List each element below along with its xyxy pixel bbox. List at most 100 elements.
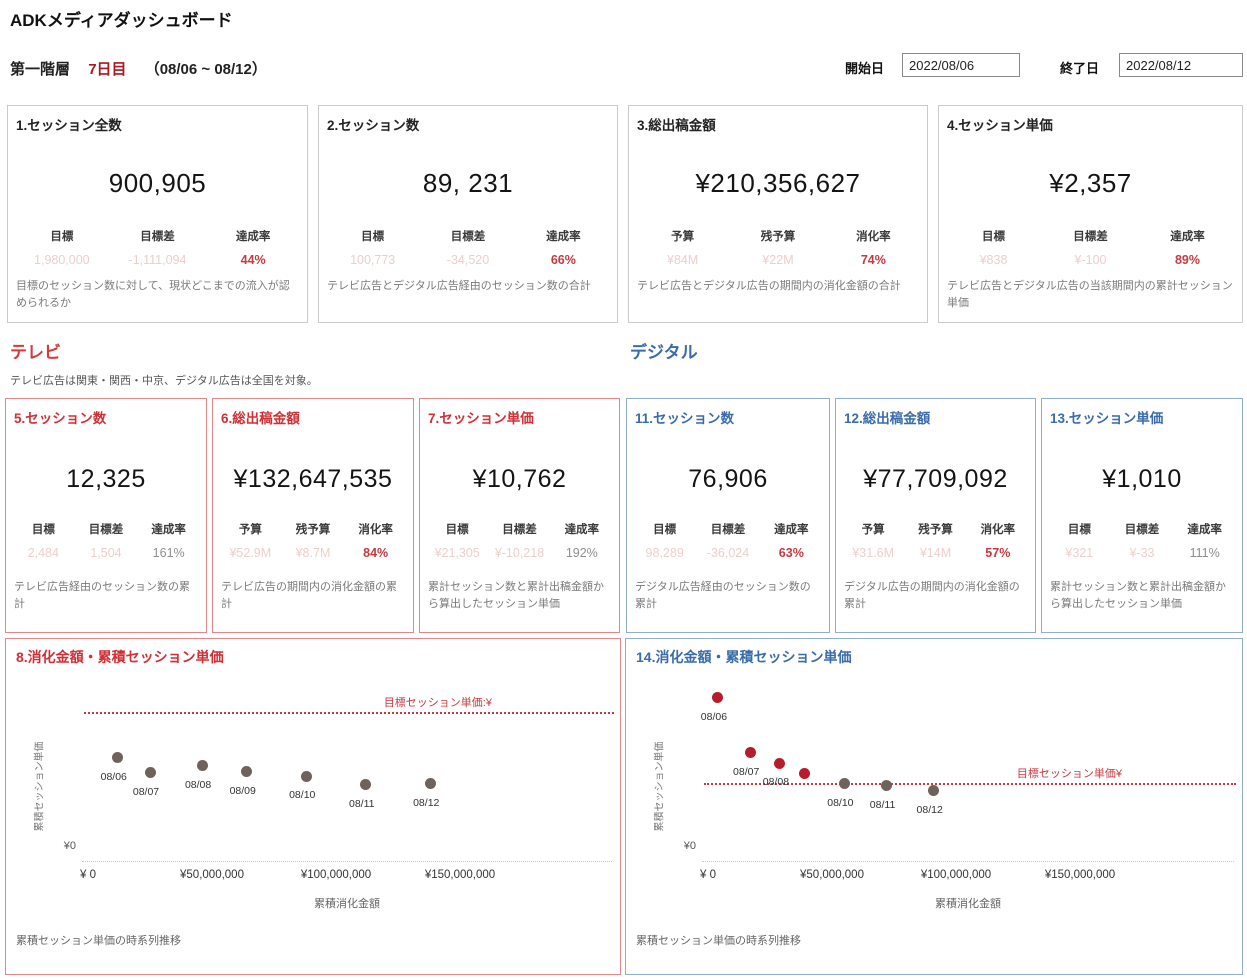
metric-value-rate: 57% [985,546,1011,560]
end-date-input[interactable] [1119,53,1243,77]
kpi-value: 89, 231 [422,168,514,198]
data-point-label: 08/12 [413,796,440,809]
kpi-card-title: 13.セッション単価 [1050,411,1164,426]
section-title-digital: デジタル [630,343,698,362]
metric-value: -1,111,094 [128,253,187,267]
start-date-input[interactable] [902,53,1020,77]
kpi-value: 12,325 [66,465,146,493]
data-point[interactable] [424,778,436,790]
metric-label: 目標 [1067,524,1091,536]
data-point-label: 08/07 [733,765,760,778]
data-point[interactable] [928,785,940,797]
metric-label: 予算 [671,231,695,243]
day-count-badge: 7日目 [88,61,127,78]
kpi-metrics: 目標 ¥838 目標差 ¥-100 達成率 89% [945,228,1236,267]
y-axis-label: 累積セッション単価 [654,741,666,832]
y-axis-tick-zero: ¥0 [683,840,696,852]
data-point-label: 08/09 [229,784,256,797]
kpi-value: ¥1,010 [1102,465,1182,493]
x-axis-tick: ¥100,000,000 [920,869,992,881]
x-axis-baseline [702,861,1234,862]
data-point[interactable] [881,780,893,792]
hierarchy-level-label: 第一階層 [10,61,71,78]
kpi-metrics: 目標 1,980,000 目標差 -1,111,094 達成率 44% [14,228,301,267]
x-axis-tick: ¥ 0 [80,869,96,881]
metric-label: 残予算 [760,231,796,243]
kpi-metrics: 目標 ¥321 目標差 ¥-33 達成率 111% [1048,521,1236,560]
kpi-description: デジタル広告の期間内の消化金額の累計 [844,581,1020,610]
kpi-description: テレビ広告の期間内の消化金額の累計 [221,581,397,610]
x-axis-tick: ¥50,000,000 [800,869,864,881]
metric-label: 目標差 [450,231,486,243]
x-axis-label: 累積消化金額 [314,898,380,910]
data-point[interactable] [712,692,724,704]
kpi-metrics: 予算 ¥31.6M 残予算 ¥14M 消化率 57% [842,521,1029,560]
metric-value: 100,773 [350,253,396,267]
kpi-value: ¥2,357 [1049,168,1132,198]
kpi-card-title: 11.セッション数 [635,411,735,426]
data-point[interactable] [799,768,811,780]
data-point[interactable] [744,747,756,759]
data-point[interactable] [144,767,156,779]
metric-label: 残予算 [918,524,953,536]
x-axis-tick: ¥ 0 [700,869,716,881]
metric-value: 2,484 [27,546,59,560]
digital-card-sessions: 11.セッション数 76,906 目標 98,289 目標差 -36,024 達成率… [626,398,830,633]
metric-label: 目標 [50,231,74,243]
metric-value-rate: 44% [240,253,266,267]
metric-value: ¥52.9M [229,546,272,560]
metric-label: 目標差 [140,231,175,243]
metric-value: -34,520 [446,253,490,267]
x-axis-tick: ¥50,000,000 [180,869,244,881]
metric-label: 達成率 [774,524,809,536]
tv-scatter-chart: 8.消化金額・累積セッション単価 目標セッション単価:¥ 累積セッション単価 ¥… [5,638,621,975]
metric-value: ¥22M [762,253,794,267]
kpi-metrics: 目標 ¥21,305 目標差 ¥-10,218 達成率 192% [426,521,613,560]
kpi-card-title: 6.総出稿金額 [221,411,300,426]
region-note: テレビ広告は関東・関西・中京、デジタル広告は全国を対象。 [10,375,318,387]
metric-value-rate: 161% [152,546,185,560]
target-line [704,783,1236,785]
metric-label: 達成率 [1170,231,1205,243]
data-point[interactable] [300,770,312,782]
metric-value: ¥838 [979,253,1008,267]
chart-title: 8.消化金額・累積セッション単価 [16,649,224,665]
metric-label: 達成率 [564,524,600,536]
kpi-description: テレビ広告とデジタル広告経由のセッション数の合計 [327,280,591,292]
metric-label: 目標 [361,231,385,243]
metric-value: 1,504 [90,546,122,560]
data-point-label: 08/08 [762,776,790,789]
metric-value: ¥-33 [1129,546,1155,560]
kpi-card-sessions: 2.セッション数 89, 231 目標 100,773 目標差 -34,520 達成… [318,105,618,323]
data-point[interactable] [196,760,208,772]
data-point[interactable] [838,778,850,790]
metric-value: ¥31.6M [852,546,895,560]
start-date-label: 開始日 [845,61,885,76]
data-point[interactable] [774,757,786,769]
kpi-description: 累計セッション数と累計出稿金額から算出したセッション単価 [428,581,604,610]
metric-value: ¥8.7M [295,546,331,560]
kpi-description: テレビ広告経由のセッション数の累計 [14,581,190,610]
kpi-card-title: 5.セッション数 [14,411,107,426]
kpi-card-total-spend: 3.総出稿金額 ¥210,356,627 予算 ¥84M 残予算 ¥22M 消化率 7… [628,105,928,323]
metric-label: 消化率 [358,524,393,536]
metric-value-rate: 89% [1174,253,1201,267]
metric-value: ¥-10,218 [494,546,545,560]
digital-card-session-price: 13.セッション単価 ¥1,010 目標 ¥321 目標差 ¥-33 達成率 111%… [1041,398,1243,633]
metric-value: ¥14M [919,546,952,560]
metric-value: ¥84M [667,253,699,267]
kpi-description: デジタル広告経由のセッション数の累計 [635,581,811,610]
metric-label: 達成率 [1187,524,1222,536]
chart-title: 14.消化金額・累積セッション単価 [636,649,852,665]
kpi-description: テレビ広告とデジタル広告の期間内の消化金額の合計 [637,280,901,292]
data-point[interactable] [241,766,253,778]
digital-card-spend: 12.総出稿金額 ¥77,709,092 予算 ¥31.6M 残予算 ¥14M 消化… [835,398,1036,633]
data-point[interactable] [112,752,124,764]
kpi-card-title: 12.総出稿金額 [844,411,931,426]
kpi-card-title: 3.総出稿金額 [637,118,716,133]
target-line [84,712,614,714]
data-point[interactable] [360,779,372,791]
metric-label: 目標差 [1073,231,1108,243]
metric-label: 予算 [861,524,885,536]
metric-label: 残予算 [295,524,331,536]
